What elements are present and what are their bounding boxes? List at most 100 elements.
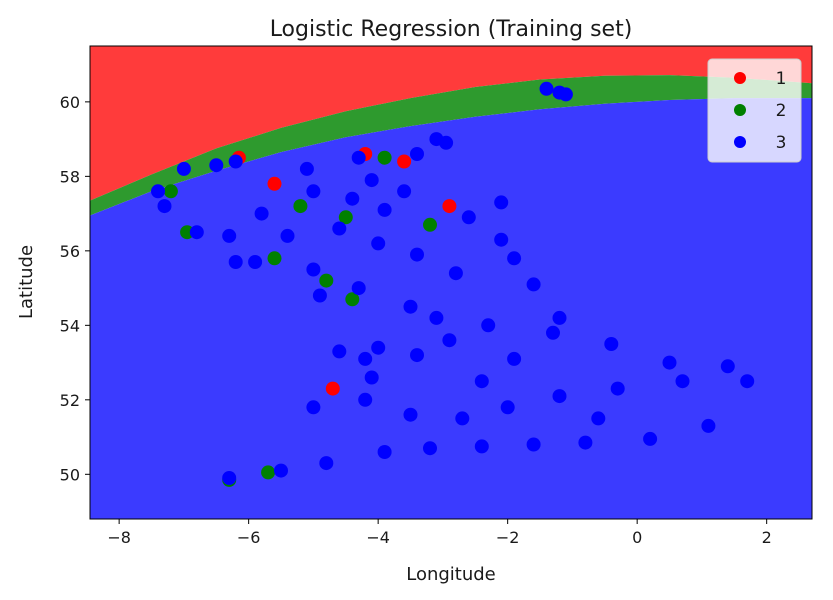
data-point [526, 437, 541, 452]
data-point [494, 232, 509, 247]
data-point [163, 184, 178, 199]
y-tick-label: 50 [60, 465, 80, 484]
data-point [364, 173, 379, 188]
data-point [500, 400, 515, 415]
data-point [403, 407, 418, 422]
data-point [325, 381, 340, 396]
data-point [312, 288, 327, 303]
legend-label: 3 [776, 133, 787, 153]
plot-area [90, 46, 812, 519]
legend-label: 2 [776, 101, 787, 121]
legend-item-2[interactable]: 2 [734, 101, 786, 121]
data-point [442, 333, 457, 348]
data-point [228, 255, 243, 269]
data-point [423, 217, 437, 232]
data-point [280, 228, 295, 243]
data-point [189, 225, 204, 240]
data-point [254, 206, 269, 221]
legend-marker [734, 72, 746, 84]
data-point [345, 191, 360, 206]
data-point [410, 247, 424, 262]
data-point [455, 411, 470, 426]
legend-marker [734, 136, 746, 148]
data-point [578, 435, 593, 450]
data-point [701, 418, 716, 433]
data-point [539, 81, 554, 96]
decision-region-1 [90, 46, 812, 201]
data-point [740, 374, 755, 389]
data-point [319, 456, 334, 471]
data-point [261, 465, 276, 480]
data-point [332, 344, 347, 359]
data-point [228, 154, 243, 169]
data-point [222, 228, 237, 243]
data-point [338, 210, 353, 225]
legend-label: 1 [776, 69, 787, 89]
data-point [507, 251, 522, 266]
data-point [377, 150, 392, 165]
y-tick-label: 52 [60, 391, 80, 410]
data-point [371, 236, 386, 251]
data-point [410, 348, 424, 363]
legend-items: 1 2 3 [734, 69, 786, 153]
data-point [662, 355, 677, 370]
y-axis: 50 52 54 56 58 60 [60, 93, 90, 484]
data-point [494, 195, 509, 210]
data-point [675, 374, 690, 389]
data-point [377, 445, 392, 459]
data-point [481, 318, 496, 333]
data-point [720, 359, 735, 374]
data-point [397, 184, 412, 199]
data-point [209, 158, 224, 173]
data-point [552, 389, 567, 404]
data-point [371, 340, 386, 355]
data-point [248, 255, 263, 269]
data-point [351, 150, 366, 165]
decision-region-3 [90, 98, 812, 519]
legend[interactable]: 1 2 3 [707, 58, 802, 163]
chart-title: Logistic Regression (Training set) [270, 17, 633, 42]
x-tick-label: 0 [632, 528, 642, 547]
data-point [610, 381, 625, 396]
data-point [461, 210, 476, 225]
data-point [222, 471, 237, 485]
data-point [546, 325, 560, 340]
y-tick-label: 54 [60, 316, 80, 335]
y-axis-label: Latitude [16, 245, 37, 319]
data-point [397, 154, 412, 169]
plot-frame [89, 45, 813, 520]
x-axis: −8 −6 −4 −2 0 2 [107, 519, 772, 547]
data-point [591, 411, 606, 426]
x-tick-label: −6 [237, 528, 261, 547]
data-point [403, 299, 418, 314]
data-point [358, 351, 373, 366]
data-point [345, 292, 360, 307]
data-point [306, 262, 321, 277]
data-point [442, 199, 457, 214]
data-point [377, 202, 392, 217]
data-point [151, 184, 165, 199]
legend-box [707, 58, 802, 163]
data-point [157, 199, 172, 214]
data-point [358, 392, 373, 407]
legend-item-1[interactable]: 1 [734, 69, 786, 89]
data-point [410, 147, 424, 161]
data-point [267, 251, 282, 266]
data-point [507, 351, 522, 366]
data-point [180, 225, 195, 240]
y-tick-label: 56 [60, 242, 80, 261]
data-point [526, 277, 541, 292]
data-point [552, 310, 567, 325]
data-point [364, 370, 379, 385]
x-tick-label: 2 [762, 528, 772, 547]
series-3 [151, 81, 755, 485]
data-point [293, 199, 308, 214]
data-point [643, 431, 658, 446]
legend-item-3[interactable]: 3 [734, 133, 786, 153]
data-point [306, 400, 321, 415]
legend-marker [734, 104, 746, 116]
data-point [274, 463, 288, 478]
data-point [299, 161, 314, 176]
data-point [474, 374, 489, 389]
